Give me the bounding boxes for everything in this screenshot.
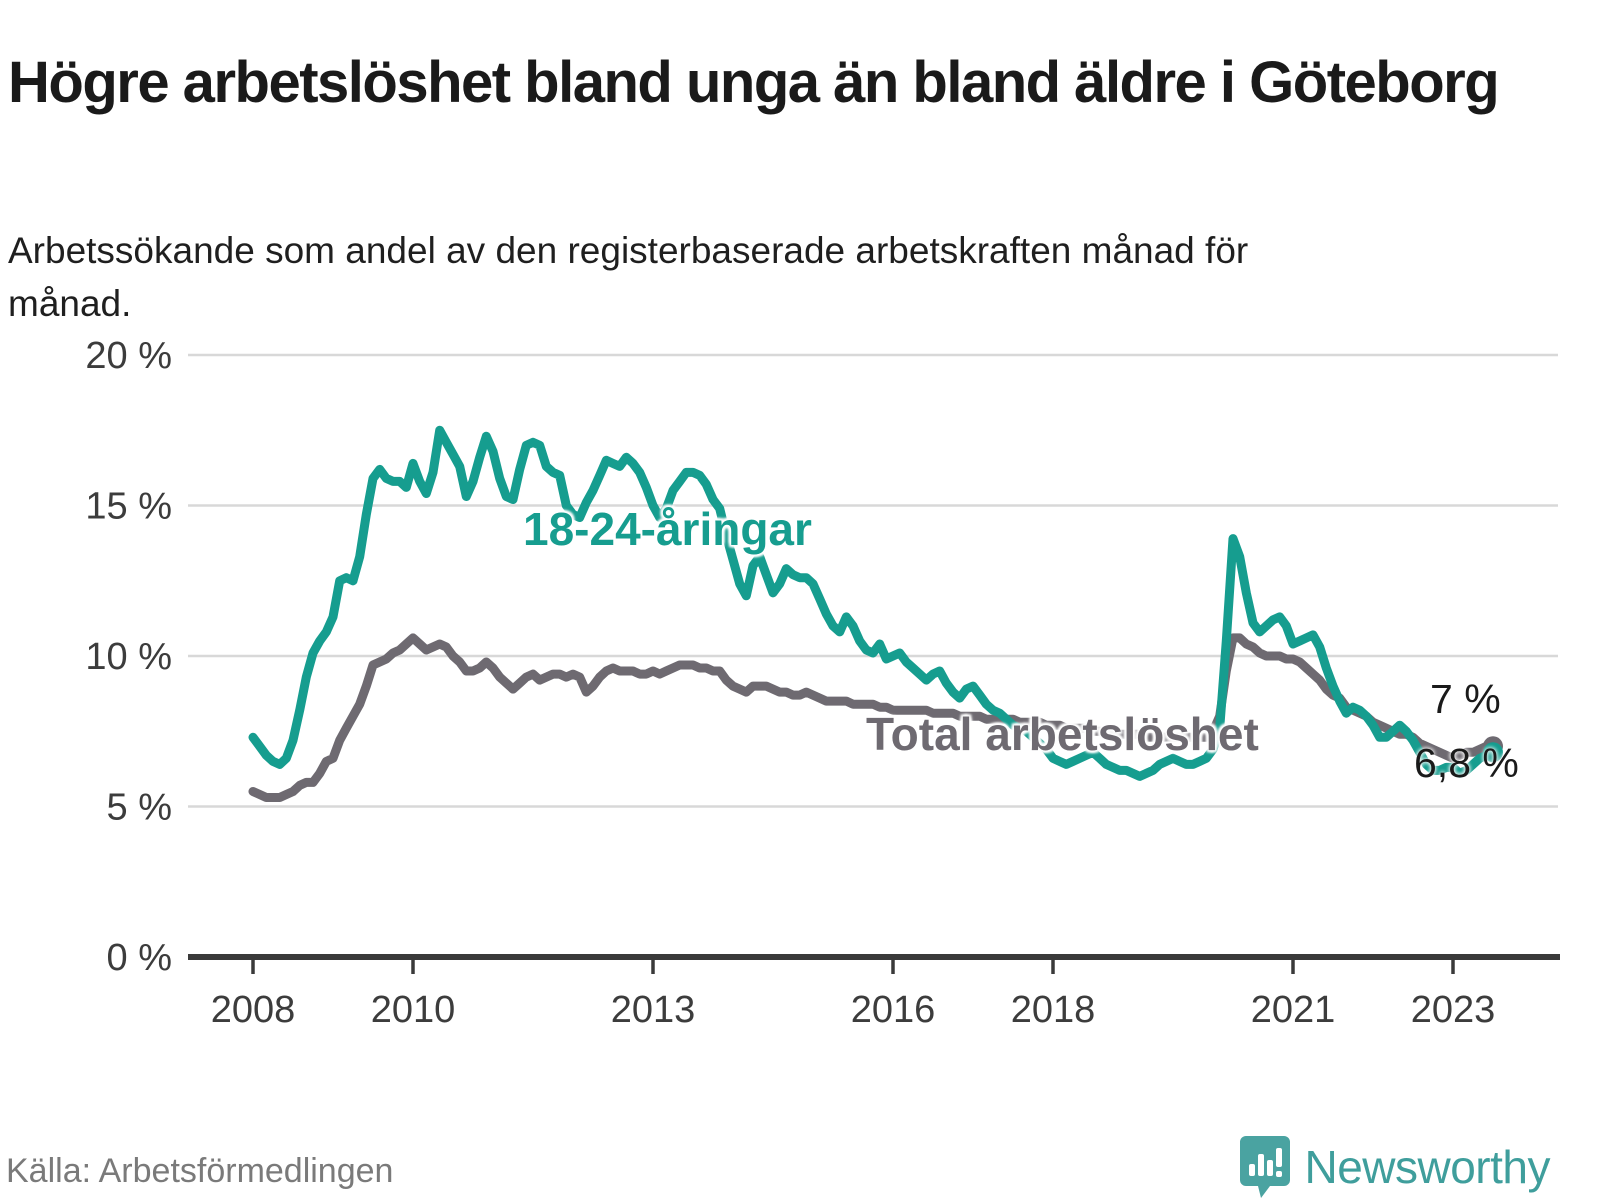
source-note: Källa: Arbetsförmedlingen xyxy=(6,1152,394,1190)
y-label-15: 15 % xyxy=(85,486,172,528)
x-label-2018: 2018 xyxy=(1011,989,1096,1031)
x-label-2021: 2021 xyxy=(1251,989,1336,1031)
line-total-arbetsloshet xyxy=(248,633,1498,802)
end-dot-youth xyxy=(1483,742,1503,763)
y-label-0: 0 % xyxy=(107,937,172,979)
x-label-2010: 2010 xyxy=(371,989,456,1031)
end-value-label-total: 7 % xyxy=(1430,676,1501,722)
end-value-label-youth: 6,8 % xyxy=(1414,740,1519,786)
x-label-2013: 2013 xyxy=(611,989,696,1031)
series-label-18-24-aringar: 18-24-åringar xyxy=(523,503,812,555)
x-axis xyxy=(188,954,1560,974)
page-title: Högre arbetslöshet bland unga än bland ä… xyxy=(8,49,1500,115)
newsworthy-brand-text: Newsworthy xyxy=(1304,1141,1550,1193)
y-label-10: 10 % xyxy=(85,636,172,678)
x-axis-ticks xyxy=(251,957,1455,974)
x-label-2016: 2016 xyxy=(851,989,936,1031)
series-label-total-arbetsloshet: Total arbetslöshet xyxy=(866,708,1259,760)
x-axis-labels: 2008 2010 2013 2016 2018 2021 2023 xyxy=(211,989,1496,1031)
x-label-2008: 2008 xyxy=(211,989,296,1031)
gridlines xyxy=(188,353,1558,808)
y-label-20: 20 % xyxy=(85,335,172,377)
y-axis-labels: 0 % 5 % 10 % 15 % 20 % xyxy=(85,335,172,979)
page-subtitle: Arbetssökande som andel av den registerb… xyxy=(8,230,1249,324)
line-18-24-aringar xyxy=(248,425,1498,781)
x-label-2023: 2023 xyxy=(1411,989,1496,1031)
newsworthy-logo-icon xyxy=(1240,1136,1291,1198)
newsworthy-brand: Newsworthy xyxy=(1240,1136,1550,1198)
y-label-5: 5 % xyxy=(107,787,172,829)
